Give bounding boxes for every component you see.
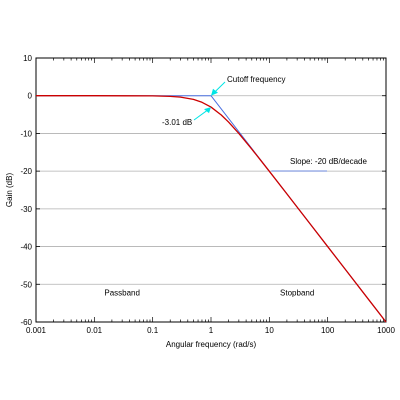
series-lines <box>36 95 387 323</box>
x-tick-label: 100 <box>321 326 335 335</box>
x-tick-label: 0.001 <box>26 326 47 335</box>
magnitude-response-line <box>36 95 387 323</box>
tick-labels: 100-10-20-30-40-50-600.001 0.01 0.1 1 10 100 1… <box>20 54 395 335</box>
y-tick-label: -40 <box>20 243 32 252</box>
x-tick-label: 1000 <box>377 326 395 335</box>
axis-ticks <box>35 57 387 323</box>
x-axis-label: Angular frequency (rad/s) <box>166 340 257 349</box>
passband-label: Passband <box>104 289 140 298</box>
y-tick-label: -30 <box>20 205 32 214</box>
annotation-minus-3db: -3.01 dB <box>162 118 192 127</box>
x-tick-label: 0.01 <box>87 326 103 335</box>
arrowhead-cutoff <box>211 88 218 96</box>
y-tick-label: -50 <box>20 280 32 289</box>
y-tick-label: -20 <box>20 167 32 176</box>
x-tick-label: 10 <box>265 326 274 335</box>
y-axis-label: Gain (dB) <box>5 173 14 208</box>
y-tick-label: 0 <box>28 92 33 101</box>
y-tick-label: -60 <box>20 318 32 327</box>
y-tick-label: 10 <box>23 54 32 63</box>
arrowhead-minus-3db <box>204 107 211 114</box>
x-tick-label: 1 <box>209 326 214 335</box>
annotation-cutoff-frequency: Cutoff frequency <box>227 75 286 84</box>
grid-lines <box>36 95 386 285</box>
x-tick-label: 0.1 <box>147 326 159 335</box>
y-tick-label: -10 <box>20 129 32 138</box>
annotations: Cutoff frequency -3.01 dB Slope: -20 dB/de… <box>104 75 367 298</box>
plot-area-frame <box>35 57 387 323</box>
stopband-label: Stopband <box>280 289 314 298</box>
annotation-slope: Slope: -20 dB/decade <box>290 157 367 166</box>
